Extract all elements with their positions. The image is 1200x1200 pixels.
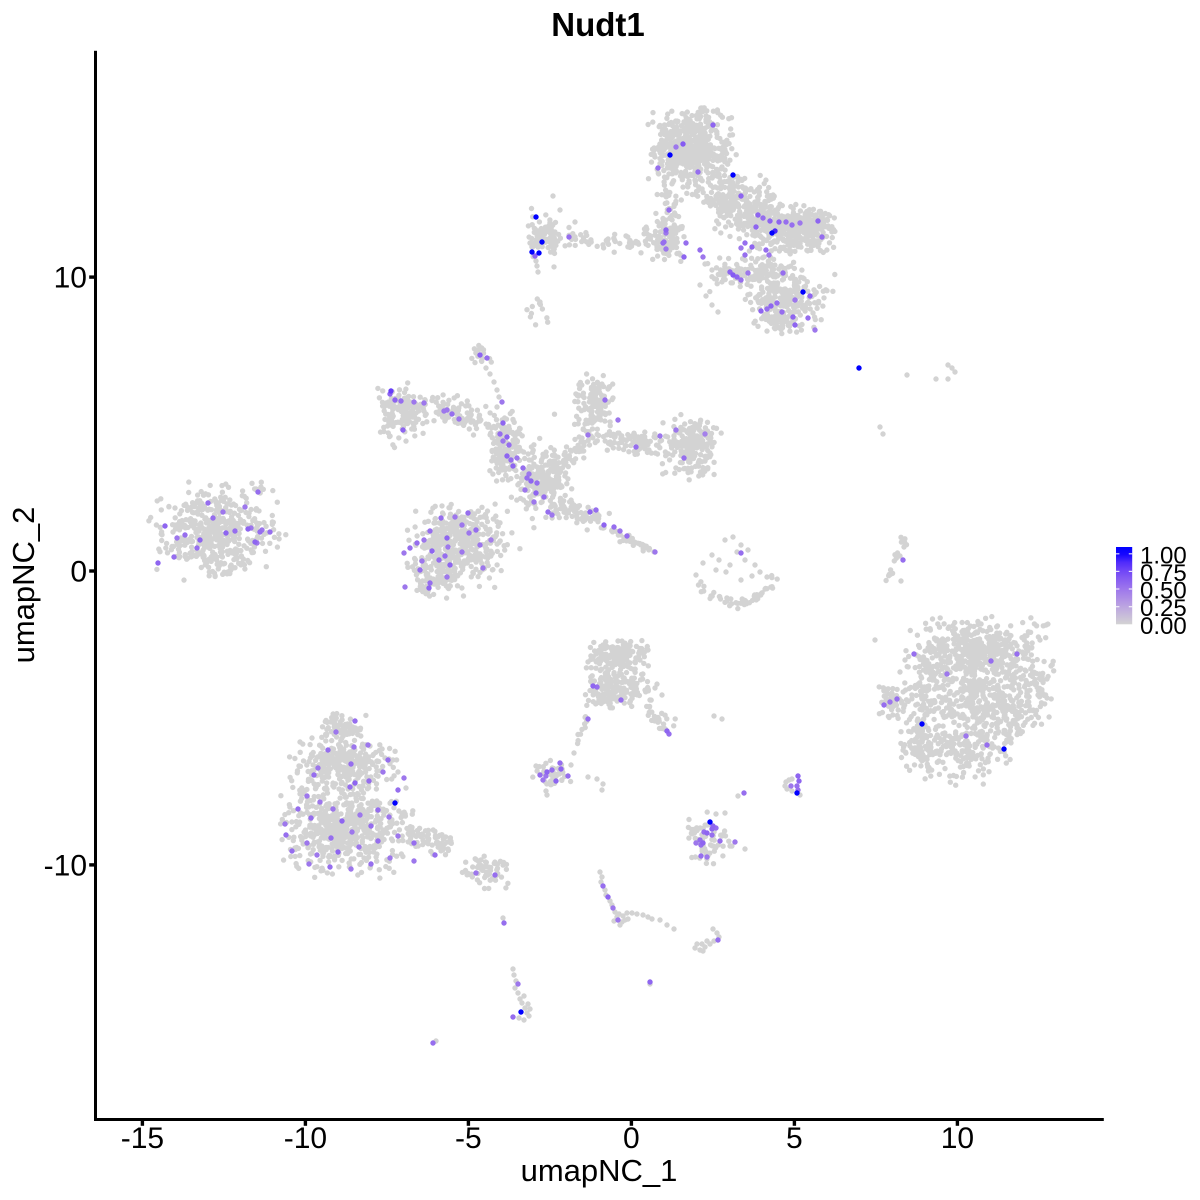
svg-text:10: 10 xyxy=(941,1122,974,1155)
svg-text:1.00: 1.00 xyxy=(1140,542,1187,569)
svg-text:10: 10 xyxy=(54,262,87,295)
svg-text:-10: -10 xyxy=(44,850,87,883)
svg-text:0: 0 xyxy=(623,1122,640,1155)
svg-text:umapNC_2: umapNC_2 xyxy=(6,507,41,664)
svg-text:0.00: 0.00 xyxy=(1140,613,1187,640)
svg-text:0: 0 xyxy=(70,556,87,589)
svg-text:-15: -15 xyxy=(121,1122,164,1155)
svg-text:5: 5 xyxy=(786,1122,803,1155)
svg-text:0.75: 0.75 xyxy=(1140,560,1187,587)
svg-text:-5: -5 xyxy=(455,1122,482,1155)
svg-text:Nudt1: Nudt1 xyxy=(551,6,645,43)
svg-text:0.50: 0.50 xyxy=(1140,578,1187,605)
svg-text:-10: -10 xyxy=(284,1122,327,1155)
svg-text:umapNC_1: umapNC_1 xyxy=(521,1153,678,1188)
svg-text:0.25: 0.25 xyxy=(1140,595,1187,622)
